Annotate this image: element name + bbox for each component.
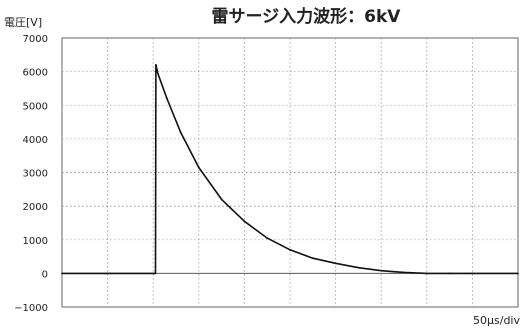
y-tick-label: 6000 <box>23 68 48 79</box>
series-point <box>266 237 269 239</box>
y-tick-label: 7000 <box>23 34 48 45</box>
y-axis-label: 電圧[V] <box>4 16 42 29</box>
y-tick-labels: −1000 0 1000 2000 3000 4000 5000 6000 7000 <box>14 34 48 314</box>
series-point <box>61 272 63 275</box>
y-tick-label: 4000 <box>23 135 48 146</box>
x-unit-label: 50μs/div <box>473 314 520 327</box>
series-point <box>311 257 314 260</box>
y-tick-label: 2000 <box>23 202 48 213</box>
series-point <box>517 272 519 275</box>
series-point <box>243 220 246 223</box>
series-point <box>154 272 157 275</box>
series-point <box>334 262 337 265</box>
series-point <box>220 198 223 201</box>
series-group <box>61 64 519 275</box>
series-point <box>403 271 405 274</box>
plot-grid <box>61 37 519 308</box>
series-point <box>156 72 159 75</box>
series-point <box>289 248 291 251</box>
series-point <box>155 64 157 66</box>
series-point <box>380 269 383 272</box>
y-tick-label: −1000 <box>14 303 48 314</box>
series-point <box>197 166 200 169</box>
y-tick-label: 1000 <box>23 236 48 247</box>
series-point <box>179 131 182 134</box>
series-line <box>62 64 518 275</box>
chart-title: 雷サージ入力波形：6kV <box>212 6 402 27</box>
series-point <box>448 272 451 275</box>
series-point <box>425 272 428 275</box>
y-tick-label: 5000 <box>23 101 48 112</box>
y-tick-label: 3000 <box>23 169 48 180</box>
y-tick-label: 0 <box>42 269 48 280</box>
series-point <box>165 97 168 100</box>
series-point <box>471 272 474 275</box>
series-point <box>357 266 360 269</box>
